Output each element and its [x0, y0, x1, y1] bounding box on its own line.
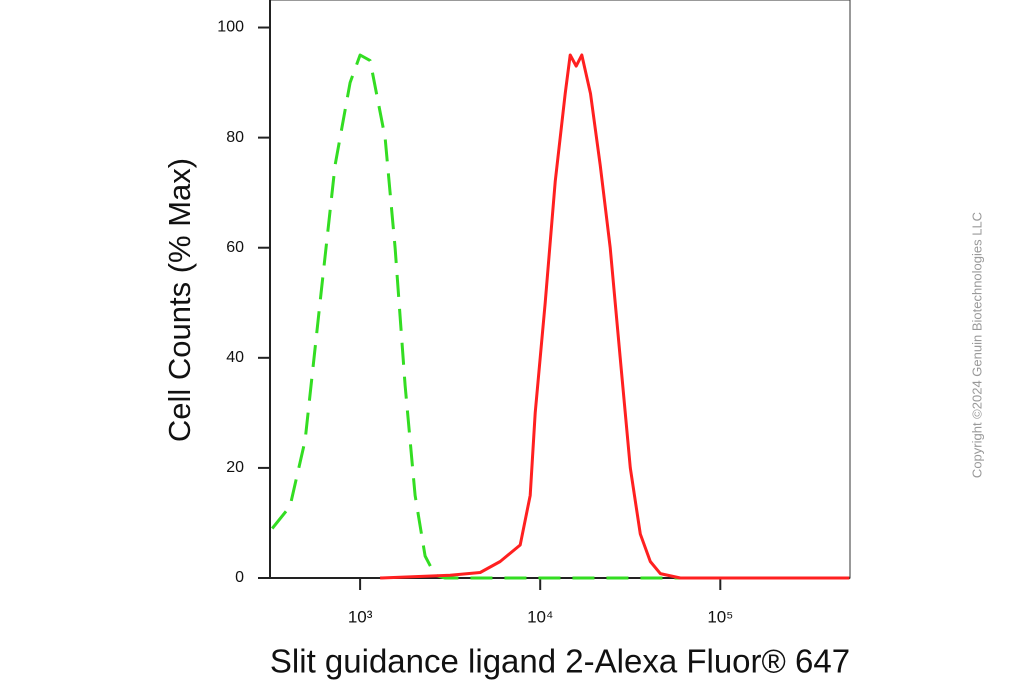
y-tick-label: 20 — [226, 459, 244, 476]
y-tick-label: 60 — [226, 239, 244, 256]
x-tick-label: 10³ — [348, 607, 373, 626]
plot-frame — [269, 0, 851, 579]
x-axis-label: Slit guidance ligand 2-Alexa Fluor® 647 — [270, 643, 850, 680]
y-tick-label: 100 — [217, 19, 244, 36]
series-line — [380, 53, 850, 580]
y-tick-label: 80 — [226, 129, 244, 146]
x-tick-label: 10⁵ — [707, 607, 733, 626]
y-axis-label: Cell Counts (% Max) — [162, 158, 197, 442]
watermark: Copyright ©2024 Genuin Biotechnologies L… — [969, 212, 984, 478]
y-tick-label: 40 — [226, 349, 244, 366]
y-tick-label: 0 — [235, 569, 244, 586]
x-tick-label: 10⁴ — [527, 607, 553, 626]
